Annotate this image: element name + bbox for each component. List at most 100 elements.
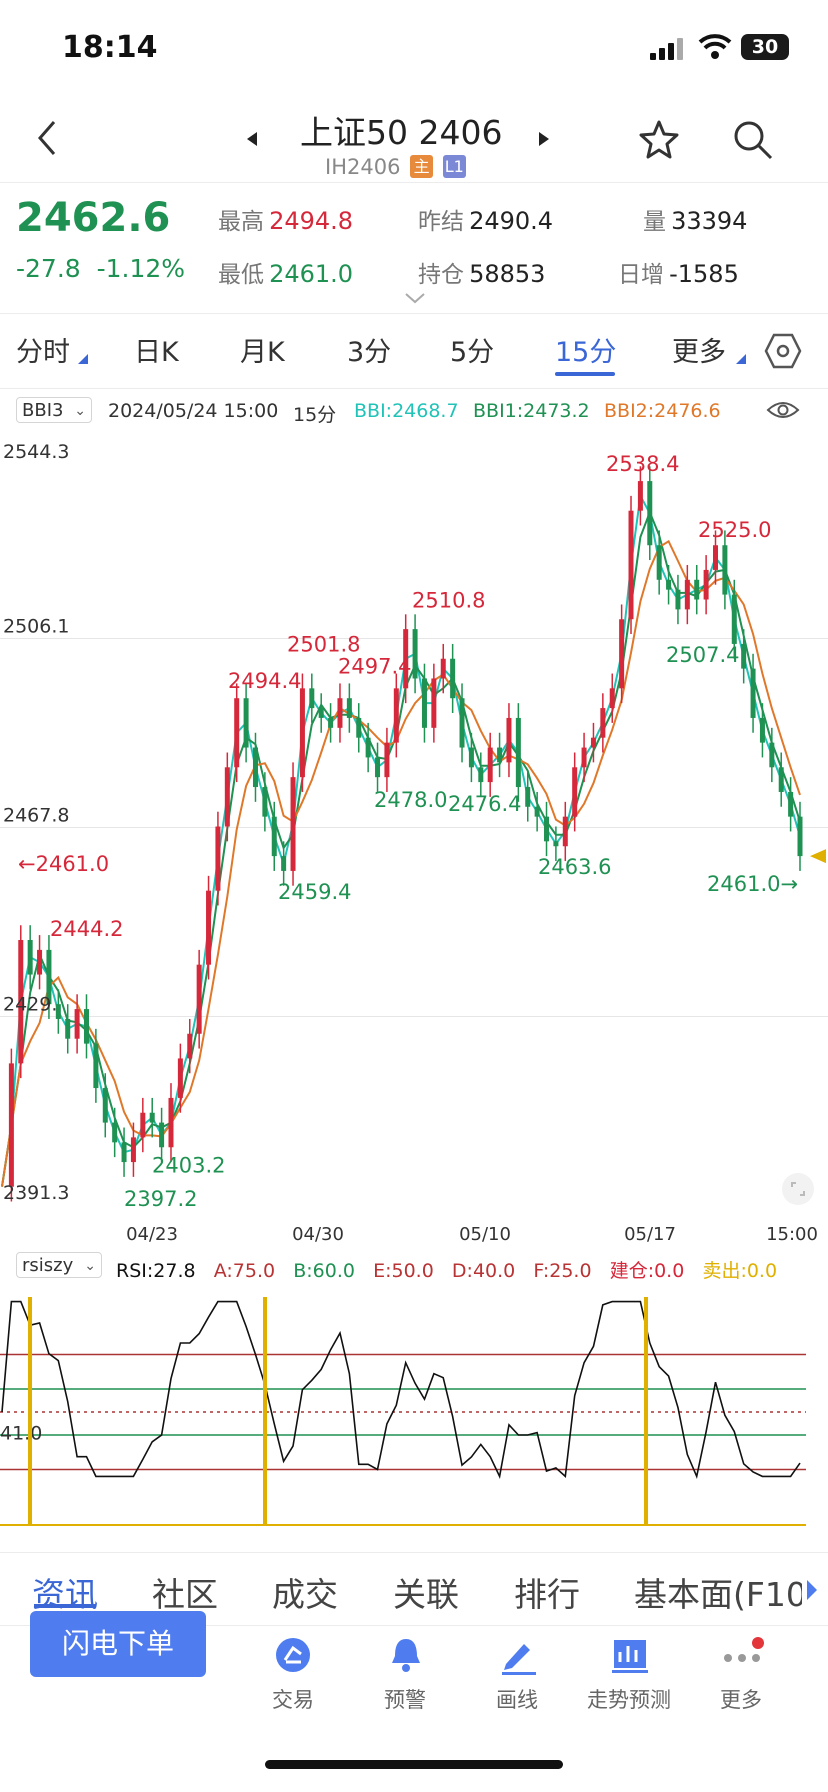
- tab-more[interactable]: 更多: [672, 337, 726, 368]
- candle-body: [694, 579, 700, 600]
- candle-body: [309, 688, 315, 709]
- price-annotation: 2510.8: [412, 588, 485, 612]
- tab-related[interactable]: 关联: [393, 1575, 459, 1614]
- candle-body: [224, 767, 230, 827]
- fullscreen-icon[interactable]: [781, 1172, 815, 1206]
- candle-body: [37, 949, 43, 975]
- candle-body: [243, 698, 249, 748]
- price-annotation: 2461.0→: [707, 872, 798, 896]
- scroll-right-icon[interactable]: [804, 1578, 820, 1602]
- candle-body: [759, 717, 765, 743]
- candle-body: [647, 481, 653, 546]
- candle-body: [778, 767, 784, 792]
- back-icon[interactable]: [34, 118, 60, 158]
- main-indicator-select[interactable]: BBI3 ⌄: [16, 397, 92, 423]
- candle-body: [252, 747, 258, 788]
- tab-community[interactable]: 社区: [152, 1575, 218, 1614]
- candle-body: [365, 737, 371, 758]
- tab-5min[interactable]: 5分: [450, 337, 495, 368]
- active-tab-underline: [555, 372, 615, 376]
- eye-icon[interactable]: [766, 398, 800, 422]
- change-percent: -1.12%: [96, 254, 186, 283]
- candle-body: [93, 1043, 99, 1089]
- bbi-line-bbi1: [1, 509, 801, 1187]
- nav-trade[interactable]: [238, 1636, 348, 1716]
- tab-3min[interactable]: 3分: [347, 337, 392, 368]
- candle-body: [534, 806, 540, 817]
- candle-body: [234, 698, 240, 768]
- search-icon[interactable]: [731, 118, 775, 162]
- candle-body: [140, 1112, 146, 1138]
- tab-15min[interactable]: 15分: [555, 337, 617, 368]
- price-axis-label: 2429.: [3, 993, 57, 1015]
- expand-chevron-icon[interactable]: [404, 292, 426, 304]
- nav-more[interactable]: [686, 1636, 796, 1716]
- bbi-value: BBI:2468.7: [354, 400, 459, 422]
- chart-grid: [0, 638, 828, 1017]
- battery-indicator: 30: [741, 34, 789, 60]
- indicator-period: 15分: [293, 404, 337, 426]
- main-badge: 主: [410, 155, 434, 178]
- prev-contract-icon[interactable]: [245, 130, 259, 148]
- candle-body: [65, 1018, 71, 1039]
- candle-body: [337, 698, 343, 728]
- low-label: 最低: [218, 262, 264, 288]
- candle-body: [346, 698, 352, 718]
- candle-body: [206, 890, 212, 965]
- candle-body: [328, 717, 334, 728]
- tab-trades[interactable]: 成交: [272, 1575, 338, 1614]
- pencil-icon: [502, 1644, 536, 1675]
- candle-body: [600, 708, 606, 738]
- daily-change-value: -1585: [669, 260, 739, 288]
- cellular-signal-icon: [650, 38, 683, 60]
- candle-body: [187, 1033, 193, 1059]
- tab-month-k[interactable]: 月K: [240, 337, 285, 368]
- candle-body: [684, 579, 690, 610]
- candle-body: [468, 747, 474, 768]
- candle-body: [149, 1112, 155, 1123]
- main-indicator-value: BBI3: [22, 400, 64, 421]
- candle-body: [375, 757, 381, 778]
- more-dots-icon: [724, 1637, 764, 1662]
- status-time: 18:14: [62, 30, 158, 65]
- nav-alert[interactable]: [350, 1636, 460, 1716]
- candle-body: [741, 643, 747, 669]
- candle-body: [168, 1097, 174, 1148]
- candle-body: [356, 717, 362, 738]
- bbi2-value: BBI2:2476.6: [604, 400, 721, 422]
- sub-indicator-select[interactable]: rsiszy ⌄: [16, 1252, 102, 1278]
- tab-ranking[interactable]: 排行: [514, 1575, 580, 1614]
- contract-code: IH2406 主 L1: [325, 155, 466, 179]
- tab-news[interactable]: 资讯: [32, 1575, 98, 1614]
- candle-body: [478, 767, 484, 783]
- nav-forecast[interactable]: [574, 1636, 684, 1716]
- flash-order-button[interactable]: 闪电下单: [30, 1611, 206, 1677]
- candle-body: [121, 1142, 127, 1163]
- low-value: 2461.0: [269, 260, 354, 288]
- settings-hexagon-icon[interactable]: [764, 332, 802, 370]
- candle-body: [666, 579, 672, 590]
- tab-timeshare[interactable]: 分时: [16, 337, 70, 368]
- tab-day-k[interactable]: 日K: [134, 337, 179, 368]
- last-price-marker: [810, 849, 826, 864]
- candle-body: [299, 688, 305, 778]
- rsi-build: 建仓:0.0: [609, 1260, 685, 1282]
- last-price: 2462.6: [16, 195, 171, 241]
- date-tick-label: 04/30: [292, 1224, 344, 1245]
- candle-body: [487, 747, 493, 783]
- candle-body: [318, 708, 324, 718]
- rsi-d: D:40.0: [451, 1260, 516, 1282]
- tab-fundamentals[interactable]: 基本面(F10: [634, 1575, 802, 1614]
- rsi-chart[interactable]: 41.0: [0, 1282, 828, 1532]
- candle-body: [562, 816, 568, 847]
- next-contract-icon[interactable]: [537, 130, 551, 148]
- favorite-star-icon[interactable]: [637, 118, 681, 162]
- change-value: -27.8: [16, 254, 81, 283]
- price-axis-label: 2506.1: [3, 616, 69, 638]
- level-badge: L1: [442, 155, 466, 178]
- nav-draw[interactable]: [462, 1636, 572, 1716]
- candle-body: [46, 949, 52, 1005]
- candle-body: [393, 688, 399, 743]
